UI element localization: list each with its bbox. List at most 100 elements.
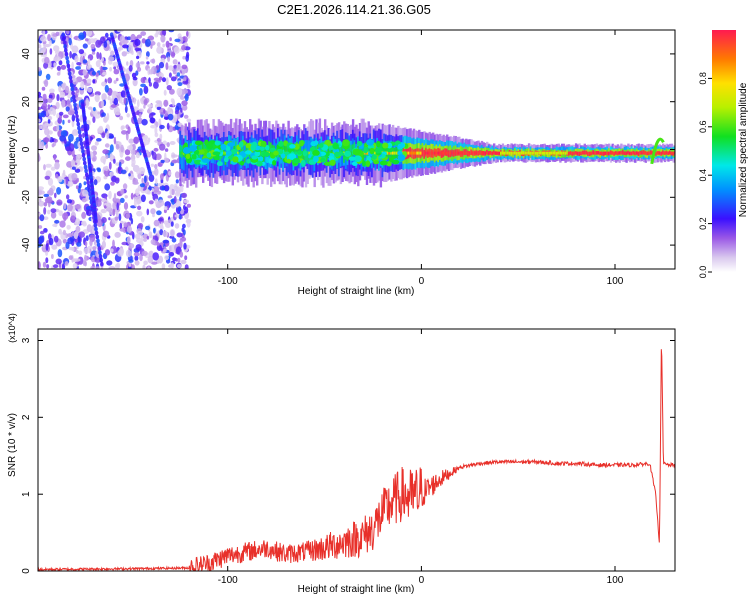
spectrogram-band-cell [202, 142, 205, 155]
spectrogram-noise-cell [89, 38, 96, 44]
spectrogram-noise-cell [137, 205, 142, 210]
spectrogram-core-cell [587, 151, 590, 155]
spectrogram-noise-cell [49, 88, 55, 94]
spectrogram-core-cell [649, 151, 653, 155]
spectrogram-noise-cell [148, 200, 154, 205]
spectrogram-noise-cell [43, 62, 49, 69]
spectrogram-noise-cell [179, 196, 182, 202]
spectrogram-noise-cell [160, 159, 165, 164]
spectrogram-noise-cell [127, 145, 134, 151]
spectrogram-noise-cell [80, 80, 85, 90]
spectrogram-blob [348, 156, 356, 161]
spectrogram-noise-cell [47, 115, 53, 121]
spectrogram-noise-cell [168, 65, 174, 71]
spectrogram-noise-cell [125, 132, 129, 141]
spectrogram-streak-cell [83, 160, 87, 166]
spectrogram-blob [312, 149, 320, 157]
spectrogram-noise-cell [108, 266, 116, 269]
spectrogram-blob [334, 151, 340, 157]
spectrogram-band-cell [282, 142, 285, 155]
spectrogram-noise-cell [117, 47, 121, 52]
spectrogram-core-cell [489, 151, 492, 155]
spectrogram-core-cell [510, 151, 513, 155]
spectrogram-streak-cell [66, 59, 70, 65]
spectrogram-core-cell [571, 151, 574, 155]
spectrogram-blob [280, 153, 286, 159]
spectrogram-noise-cell [38, 106, 42, 111]
spectrogram-noise-cell [125, 213, 130, 219]
spectrogram-noise-cell [163, 220, 169, 225]
spectrogram-noise-cell [43, 228, 48, 233]
spectrogram-noise-cell [117, 166, 121, 172]
spectrogram-blob [191, 154, 197, 160]
spectrogram-noise-cell [104, 205, 107, 209]
spectrogram-core-cell [505, 151, 508, 155]
spectrogram-streak-cell [62, 36, 66, 42]
spectrogram-blob [344, 150, 352, 157]
spectrogram-noise-cell [119, 197, 125, 203]
spectrogram-core-cell [498, 151, 501, 155]
spectrogram-noise-cell [160, 173, 164, 181]
spectrogram-noise-cell [39, 230, 45, 235]
spectrogram-noise-cell [145, 225, 151, 231]
spectrogram-core-cell [590, 151, 593, 155]
spectrogram-noise-cell [162, 230, 169, 237]
spectrogram-core-cell [437, 151, 440, 155]
spectrogram-noise-cell [104, 143, 110, 148]
x-tick-label: 100 [607, 575, 624, 586]
spectrogram-noise-cell [53, 45, 60, 52]
spectrogram-noise-cell [169, 37, 172, 42]
spectrogram-noise-cell [156, 210, 162, 216]
spectrogram-core-cell [477, 151, 480, 155]
spectrogram-noise-cell [138, 108, 144, 113]
spectrogram-blob [216, 161, 223, 167]
spectrogram-noise-cell [133, 97, 136, 105]
spectrogram-noise-cell [54, 56, 62, 62]
spectrogram-noise-cell [180, 185, 184, 193]
spectrogram-noise-cell [154, 132, 159, 138]
spectrogram-noise-cell [82, 132, 85, 139]
spectrogram-blob [260, 140, 267, 148]
spectrogram-noise-cell [113, 80, 117, 84]
spectrogram-noise-cell [43, 164, 46, 171]
spectrogram-noise-cell [66, 199, 73, 204]
spectrogram-noise-cell [131, 264, 135, 269]
spectrogram-core-cell [635, 151, 639, 155]
spectrogram-core-cell [567, 151, 571, 155]
spectrogram-noise-cell [65, 30, 70, 35]
spectrogram-noise-cell [76, 241, 82, 247]
spectrogram-blob [379, 160, 388, 166]
spectrogram-blob [320, 158, 326, 163]
spectrogram-noise-cell [170, 221, 174, 227]
spectrogram-streak-cell [76, 121, 81, 127]
spectrogram-blob [332, 142, 339, 150]
spectrogram-noise-cell [136, 200, 140, 205]
spectrogram-noise-cell [147, 104, 154, 108]
spectrogram-noise-cell [170, 188, 175, 196]
spectrogram-noise-cell [148, 250, 154, 257]
spectrogram-core-cell [447, 151, 451, 155]
spectrogram-core-cell [669, 151, 672, 155]
spectrogram-core-cell [667, 151, 670, 155]
spectrogram-noise-cell [110, 248, 114, 253]
spectrogram-noise-cell [166, 142, 170, 148]
spectrogram-noise-cell [181, 89, 189, 95]
spectrogram-noise-cell [114, 216, 119, 221]
spectrogram-noise-cell [174, 38, 181, 43]
spectrogram-noise-cell [181, 44, 186, 51]
spectrogram-core-cell [515, 151, 519, 155]
spectrogram-core-cell [536, 151, 539, 155]
spectrogram-noise-cell [74, 168, 81, 173]
spectrogram-core-cell [416, 151, 419, 155]
spectrogram-noise-cell [164, 148, 169, 152]
spectrogram-noise-cell [135, 244, 142, 251]
spectrogram-core-cell [576, 151, 579, 155]
spectrogram-core-cell [527, 151, 531, 155]
spectrogram-streak-cell [85, 172, 89, 178]
spectrogram-noise-cell [56, 187, 62, 195]
spectrogram-core-cell [479, 151, 482, 155]
spectrogram-noise-cell [153, 227, 156, 234]
spectrogram-noise-cell [110, 104, 117, 108]
spectrogram-noise-cell [134, 260, 140, 266]
